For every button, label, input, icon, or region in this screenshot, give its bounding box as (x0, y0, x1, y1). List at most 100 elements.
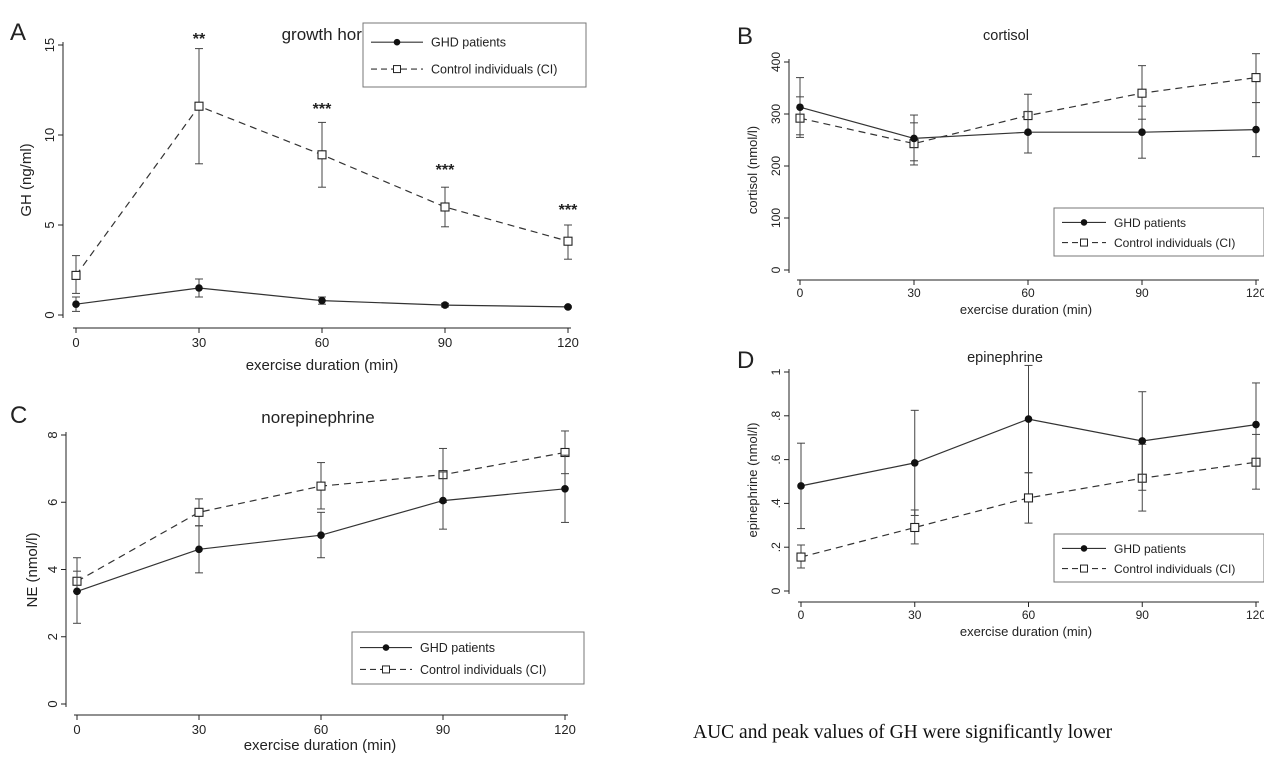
data-point (441, 301, 449, 309)
series-ghd (797, 364, 1260, 530)
y-tick-label: 2 (45, 633, 60, 640)
data-point (910, 522, 920, 533)
legend-box (1053, 533, 1264, 583)
data-point (71, 270, 81, 280)
panel-letter: B (737, 23, 753, 50)
legend-box (351, 631, 585, 685)
data-point (910, 134, 918, 143)
data-point (797, 482, 805, 490)
x-tick-label: 0 (73, 722, 80, 737)
significance-label: *** (436, 162, 455, 179)
y-tick-label: 400 (769, 52, 783, 72)
panel-letter: A (10, 19, 26, 46)
y-tick-label: 8 (45, 431, 60, 438)
data-point (194, 507, 204, 517)
x-tick-label: 60 (315, 335, 329, 350)
y-tick-label: 300 (769, 104, 783, 124)
data-point (439, 496, 447, 505)
data-point (561, 485, 569, 493)
x-tick-label: 120 (554, 722, 576, 737)
x-tick-label: 120 (1246, 286, 1264, 300)
legend-label: GHD patients (420, 641, 495, 655)
x-tick-label: 60 (1022, 608, 1036, 622)
x-tick-label: 90 (438, 335, 452, 350)
data-point (564, 303, 572, 311)
legend-marker (393, 65, 401, 74)
x-tick-label: 0 (72, 335, 79, 350)
legend-label: Control individuals (CI) (1114, 562, 1235, 576)
y-tick-label: 0 (45, 700, 60, 707)
data-point (1252, 125, 1260, 134)
series-ghd (796, 77, 1260, 162)
y-tick-label: 4 (45, 566, 60, 573)
x-tick-label: 0 (797, 286, 804, 300)
y-axis-label: epinephrine (nmol/l) (745, 423, 760, 538)
data-point (1024, 415, 1033, 423)
data-point (195, 284, 203, 292)
x-tick-label: 30 (907, 286, 921, 300)
legend: GHD patients Control individuals (CI) (362, 22, 587, 88)
legend: GHD patients Control individuals (CI) (1053, 533, 1264, 583)
data-point (317, 531, 325, 540)
legend-label: Control individuals (CI) (431, 63, 557, 77)
legend-marker (1080, 238, 1088, 247)
chart-title: cortisol (983, 28, 1029, 44)
caption-text: AUC and peak values of GH were significa… (693, 722, 1113, 743)
data-point (440, 202, 450, 212)
series-ghd (72, 278, 572, 312)
legend-label: GHD patients (431, 36, 506, 50)
legend-marker (1080, 219, 1088, 226)
y-tick-label: 15 (42, 38, 57, 52)
y-tick-label: .8 (769, 410, 783, 420)
data-point (1251, 73, 1261, 83)
legend-label: GHD patients (1114, 542, 1186, 556)
data-point (1138, 128, 1146, 136)
legend-marker (393, 38, 401, 46)
y-tick-label: 100 (769, 208, 783, 228)
x-tick-label: 120 (1246, 608, 1264, 622)
data-point (563, 236, 573, 246)
panel-letter: C (10, 402, 27, 429)
legend: GHD patients Control individuals (CI) (351, 631, 585, 685)
y-tick-label: .4 (769, 498, 783, 508)
y-tick-label: .6 (769, 454, 783, 464)
data-point (1023, 493, 1034, 503)
y-tick-label: .2 (769, 542, 783, 552)
legend-marker (1080, 545, 1088, 552)
significance-label: ** (193, 31, 206, 48)
y-tick-label: 0 (42, 311, 57, 318)
series-ghd (73, 454, 569, 624)
data-point (195, 545, 203, 554)
data-point (1252, 420, 1260, 429)
x-axis-label: exercise duration (min) (960, 624, 1092, 639)
data-point (194, 101, 204, 111)
x-axis-label: exercise duration (min) (244, 737, 397, 754)
data-point (318, 296, 326, 305)
legend-box (362, 22, 587, 88)
y-tick-label: 0 (769, 587, 783, 594)
data-point (1138, 437, 1147, 445)
legend-label: Control individuals (CI) (420, 663, 546, 677)
y-tick-label: 10 (42, 128, 57, 142)
data-point (317, 150, 327, 160)
data-point (72, 300, 80, 309)
y-axis-label: NE (nmol/l) (24, 532, 41, 607)
x-tick-label: 90 (1136, 608, 1150, 622)
data-point (316, 481, 326, 491)
data-point (73, 587, 81, 596)
x-axis-label: exercise duration (min) (960, 302, 1092, 317)
series-control (71, 48, 573, 294)
y-tick-label: 6 (45, 499, 60, 506)
data-point (796, 103, 804, 112)
data-point (1024, 128, 1032, 136)
y-axis-label: cortisol (nmol/l) (745, 126, 760, 214)
series-line (800, 461, 1257, 558)
data-point (910, 459, 919, 467)
x-tick-label: 60 (1021, 286, 1035, 300)
panel-letter: D (737, 347, 754, 374)
